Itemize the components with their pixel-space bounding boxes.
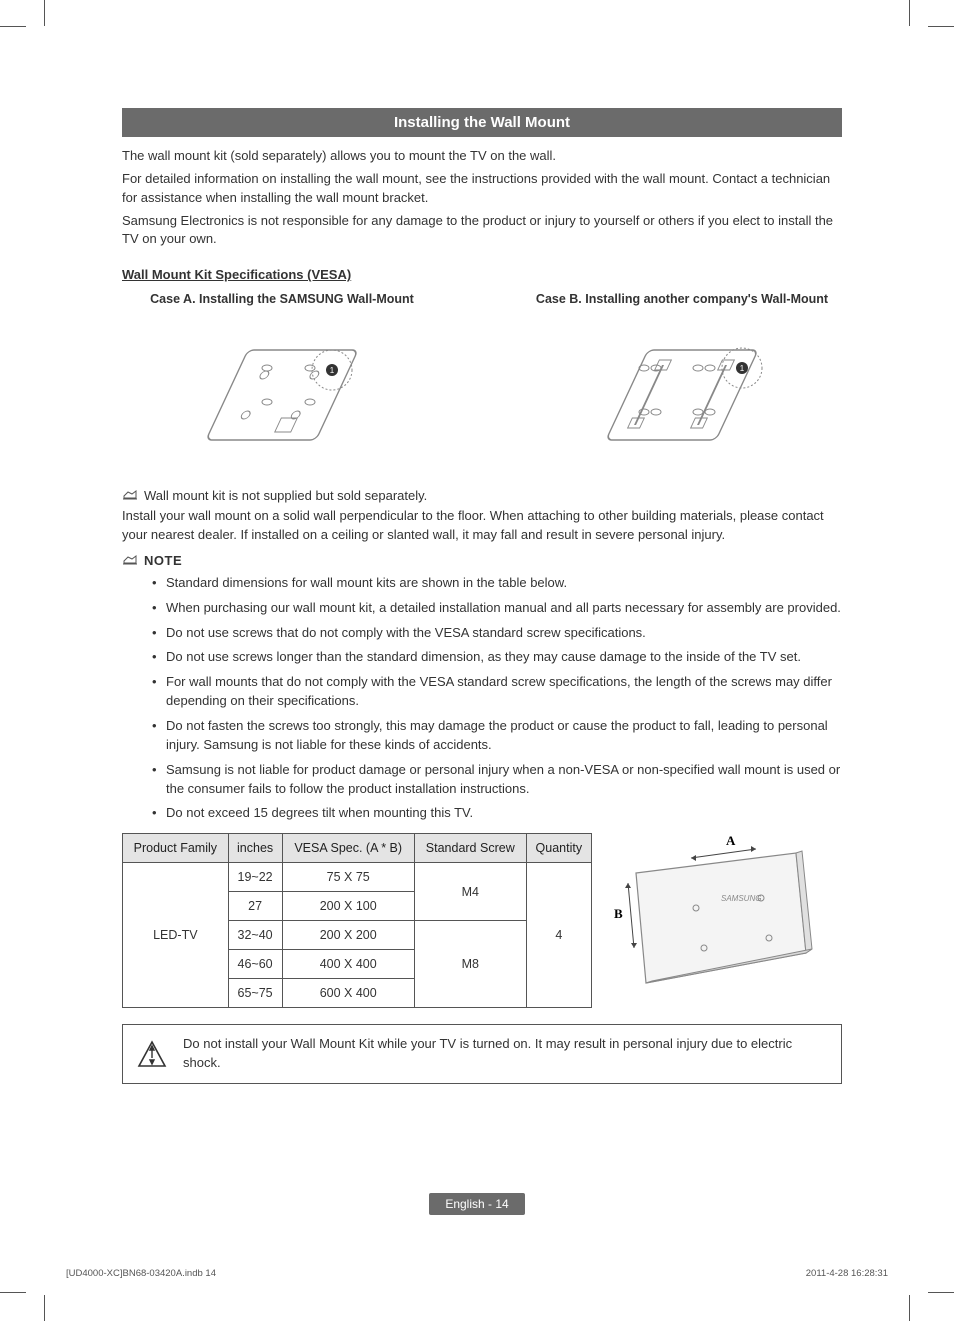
case-b-label: Case B. Installing another company's Wal… bbox=[522, 292, 842, 306]
case-a: Case A. Installing the SAMSUNG Wall-Moun… bbox=[122, 292, 442, 470]
doc-footer-right: 2011-4-28 16:28:31 bbox=[806, 1268, 888, 1279]
case-a-figure: 1 bbox=[172, 320, 392, 470]
cell-inches: 32~40 bbox=[228, 921, 282, 950]
vesa-subheading: Wall Mount Kit Specifications (VESA) bbox=[122, 267, 842, 282]
install-instructions: Install your wall mount on a solid wall … bbox=[122, 507, 842, 545]
wall-mount-b-icon: 1 bbox=[572, 320, 792, 470]
note-heading: NOTE bbox=[144, 553, 182, 568]
note-item: Samsung is not liable for product damage… bbox=[152, 761, 842, 799]
cell-product-family: LED-TV bbox=[123, 863, 229, 1008]
note-item: Do not use screws longer than the standa… bbox=[152, 648, 842, 667]
page-footer: English - 14 bbox=[0, 1193, 954, 1215]
vesa-dimension-figure: SAMSUNG A B bbox=[606, 833, 816, 993]
warning-box: Do not install your Wall Mount Kit while… bbox=[122, 1024, 842, 1084]
cell-screw-m4: M4 bbox=[414, 863, 526, 921]
note-heading-row: NOTE bbox=[122, 553, 842, 568]
cell-inches: 19~22 bbox=[228, 863, 282, 892]
note-item: For wall mounts that do not comply with … bbox=[152, 673, 842, 711]
vesa-label-a: A bbox=[726, 833, 736, 848]
table-row: LED-TV 19~22 75 X 75 M4 4 bbox=[123, 863, 592, 892]
note-hand-icon bbox=[122, 488, 138, 502]
vesa-label-b: B bbox=[614, 906, 623, 921]
cell-inches: 27 bbox=[228, 892, 282, 921]
note-item: When purchasing our wall mount kit, a de… bbox=[152, 599, 842, 618]
note-sold-separately: Wall mount kit is not supplied but sold … bbox=[122, 488, 842, 503]
intro-paragraph-1: The wall mount kit (sold separately) all… bbox=[122, 147, 842, 166]
cases-row: Case A. Installing the SAMSUNG Wall-Moun… bbox=[122, 292, 842, 470]
cell-vesa: 200 X 100 bbox=[282, 892, 414, 921]
note-item: Do not fasten the screws too strongly, t… bbox=[152, 717, 842, 755]
cell-inches: 65~75 bbox=[228, 979, 282, 1008]
case-b: Case B. Installing another company's Wal… bbox=[522, 292, 842, 470]
cell-vesa: 400 X 400 bbox=[282, 950, 414, 979]
cell-quantity: 4 bbox=[526, 863, 591, 1008]
vesa-table-wrap: Product Family inches VESA Spec. (A * B)… bbox=[122, 833, 842, 1008]
doc-footer-left: [UD4000-XC]BN68-03420A.indb 14 bbox=[66, 1268, 216, 1279]
page-number-badge: English - 14 bbox=[429, 1193, 524, 1215]
cell-screw-m8: M8 bbox=[414, 921, 526, 1008]
cell-inches: 46~60 bbox=[228, 950, 282, 979]
th-vesa-spec: VESA Spec. (A * B) bbox=[282, 834, 414, 863]
table-header-row: Product Family inches VESA Spec. (A * B)… bbox=[123, 834, 592, 863]
vesa-spec-table: Product Family inches VESA Spec. (A * B)… bbox=[122, 833, 592, 1008]
note-item: Do not use screws that do not comply wit… bbox=[152, 624, 842, 643]
warning-triangle-icon bbox=[137, 1040, 167, 1068]
svg-text:1: 1 bbox=[740, 364, 745, 373]
case-a-label: Case A. Installing the SAMSUNG Wall-Moun… bbox=[122, 292, 442, 306]
warning-text: Do not install your Wall Mount Kit while… bbox=[183, 1035, 827, 1073]
cell-vesa: 600 X 400 bbox=[282, 979, 414, 1008]
th-product-family: Product Family bbox=[123, 834, 229, 863]
cell-vesa: 75 X 75 bbox=[282, 863, 414, 892]
cell-vesa: 200 X 200 bbox=[282, 921, 414, 950]
section-title: Installing the Wall Mount bbox=[122, 108, 842, 137]
svg-text:SAMSUNG: SAMSUNG bbox=[721, 894, 761, 903]
intro-paragraph-2: For detailed information on installing t… bbox=[122, 170, 842, 208]
notes-list: Standard dimensions for wall mount kits … bbox=[152, 574, 842, 823]
th-quantity: Quantity bbox=[526, 834, 591, 863]
note-item: Standard dimensions for wall mount kits … bbox=[152, 574, 842, 593]
note-hand-icon-2 bbox=[122, 553, 138, 567]
th-standard-screw: Standard Screw bbox=[414, 834, 526, 863]
page-content: Installing the Wall Mount The wall mount… bbox=[122, 108, 842, 1084]
note-item: Do not exceed 15 degrees tilt when mount… bbox=[152, 804, 842, 823]
wall-mount-a-icon: 1 bbox=[172, 320, 392, 470]
intro-paragraph-3: Samsung Electronics is not responsible f… bbox=[122, 212, 842, 250]
th-inches: inches bbox=[228, 834, 282, 863]
case-b-figure: 1 bbox=[572, 320, 792, 470]
svg-text:1: 1 bbox=[330, 366, 335, 375]
note-sold-sep-text: Wall mount kit is not supplied but sold … bbox=[144, 488, 427, 503]
